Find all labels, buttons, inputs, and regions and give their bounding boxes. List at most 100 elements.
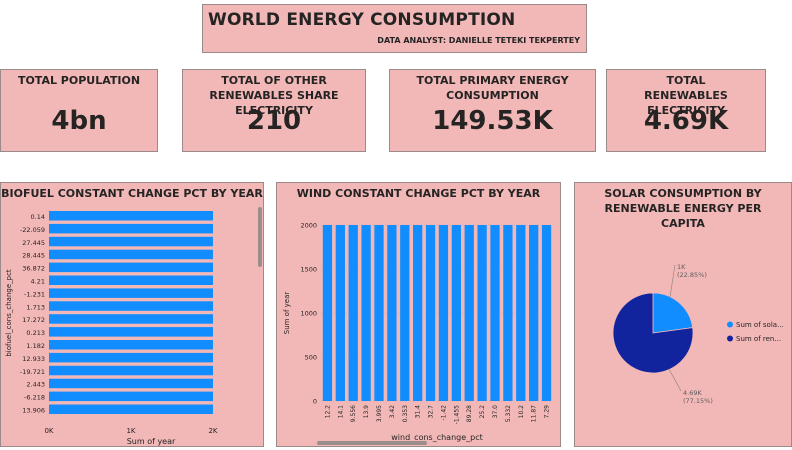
wind-bar [425,225,436,401]
wind-chart-panel[interactable]: WIND CONSTANT CHANGE PCT BY YEAR 0 500 100… [276,182,561,447]
biofuel-bar [49,391,213,402]
biofuel-bar [49,236,213,247]
biofuel-x-tick: 2K [208,427,217,435]
wind-bar [529,225,539,401]
solar-slice-value-label: 1K [677,263,686,271]
biofuel-category-label: -1.231 [24,290,45,298]
wind-category-label: 7.29 [544,405,551,419]
biofuel-category-label: 28.445 [22,252,45,260]
biofuel-category-label: 0.213 [26,329,45,337]
wind-category-label: 10.2 [518,405,525,419]
biofuel-bar [49,340,213,350]
card-value: 4.69K [643,106,729,136]
wind-bar [322,225,333,401]
card-label: TOTAL RENEWABLES ELECTRICITY [644,74,728,117]
card-label: TOTAL PRIMARY ENERGY CONSUMPTION [416,74,569,102]
wind-bar [503,225,513,401]
wind-bar [374,225,384,401]
solar-chart-panel[interactable]: SOLAR CONSUMPTION BY RENEWABLE ENERGY PE… [574,182,792,447]
wind-category-label: 0.353 [402,405,409,422]
wind-category-label: 5.332 [505,405,512,422]
wind-bar [348,225,358,401]
biofuel-x-tick: 0K [44,427,53,435]
wind-category-label: -1.42 [440,405,447,421]
solar-slice-pct-label: (22.85%) [677,271,707,279]
solar-legend-marker [727,321,733,328]
biofuel-bar [49,262,213,273]
solar-slice-pct-label: (77.15%) [683,397,713,405]
biofuel-x-axis-label: Sum of year [127,437,176,446]
biofuel-bar [49,327,213,337]
wind-bar [438,225,449,401]
wind-y-tick: 0 [313,398,317,406]
card-total-population[interactable]: TOTAL POPULATION 4bn [0,69,158,152]
biofuel-chart: 0.14 -22.059 27.445 28.445 36.872 4.21 -1.231 1… [5,207,262,446]
wind-bar [490,225,500,401]
wind-x-axis-label: wind_cons_change_pct [391,433,483,442]
biofuel-category-label: 27.445 [22,239,45,247]
wind-bar [387,225,397,401]
biofuel-category-label: 13.906 [22,407,45,415]
biofuel-category-label: -19.721 [20,368,45,376]
card-renewables-electricity[interactable]: TOTAL RENEWABLES ELECTRICITY 4.69K [606,69,766,152]
wind-y-tick: 500 [305,354,317,362]
card-other-renewables[interactable]: TOTAL OF OTHER RENEWABLES SHARE ELECTRIC… [182,69,366,152]
wind-bar [464,225,474,401]
dashboard-subtitle: DATA ANALYST: DANIELLE TETEKI TEKPERTEY [377,36,580,45]
biofuel-category-label: 36.872 [22,265,45,273]
card-primary-energy[interactable]: TOTAL PRIMARY ENERGY CONSUMPTION 149.53K [389,69,596,152]
wind-y-axis-label: Sum of year [283,292,291,335]
wind-bar [451,225,461,401]
wind-category-label: 25.2 [479,405,486,419]
biofuel-x-tick: 1K [126,427,135,435]
solar-slice-value-label: 4.69K [683,389,702,397]
biofuel-category-label: 1.713 [26,303,45,311]
biofuel-bar [49,365,213,376]
wind-bar [477,225,487,401]
biofuel-bar [49,223,213,234]
wind-y-tick: 1500 [300,266,317,274]
wind-category-label: 31.4 [415,405,422,419]
dashboard-header: WORLD ENERGY CONSUMPTION DATA ANALYST: D… [202,4,587,53]
card-label: TOTAL POPULATION [17,74,141,87]
biofuel-bar [49,314,213,324]
biofuel-bar [49,211,213,221]
dashboard-title: WORLD ENERGY CONSUMPTION [208,10,516,30]
wind-chart-title: WIND CONSTANT CHANGE PCT BY YEAR [296,187,541,200]
card-value: 210 [246,106,302,136]
biofuel-y-axis-label: biofuel_cons_change_pct [5,269,13,357]
wind-category-label: 37.0 [492,405,499,419]
solar-pie-chart: 1K(22.85%) 4.69K(77.15%) Sum of sola... Sum… [612,263,784,405]
biofuel-bar [49,378,213,389]
biofuel-category-label: 17.272 [22,316,45,324]
solar-pie-slice [612,292,694,374]
wind-category-label: -1.455 [453,405,460,425]
wind-bar [541,225,552,401]
card-value: 149.53K [432,106,553,136]
biofuel-bar [49,301,213,311]
wind-category-label: 11.87 [531,405,538,422]
wind-category-label: 12.2 [324,405,331,419]
wind-category-label: 9.556 [350,405,357,422]
solar-pie-slice [652,292,694,334]
biofuel-bar [49,352,213,363]
wind-bar [400,225,410,401]
biofuel-bar [49,249,213,260]
biofuel-category-label: 12.933 [22,355,45,363]
wind-y-tick: 2000 [300,222,317,230]
biofuel-scrollbar [258,207,262,267]
solar-legend-label: Sum of ren... [736,335,781,343]
biofuel-chart-panel[interactable]: BIOFUEL CONSTANT CHANGE PCT BY YEAR 0.14… [0,182,264,447]
wind-bar [361,225,371,401]
solar-label-leader [669,264,676,298]
biofuel-category-label: 2.443 [26,381,45,389]
wind-category-label: 14.1 [337,405,344,419]
wind-category-label: 32.7 [428,405,435,419]
solar-chart-title: SOLAR CONSUMPTION BY RENEWABLE ENERGY PE… [604,187,762,230]
biofuel-bar [49,275,213,285]
biofuel-category-label: 0.14 [31,213,45,221]
wind-bar [413,225,423,401]
wind-category-label: 3.42 [389,405,396,419]
wind-category-label: 13.9 [363,405,370,419]
card-label: TOTAL OF OTHER RENEWABLES SHARE ELECTRIC… [209,74,339,117]
